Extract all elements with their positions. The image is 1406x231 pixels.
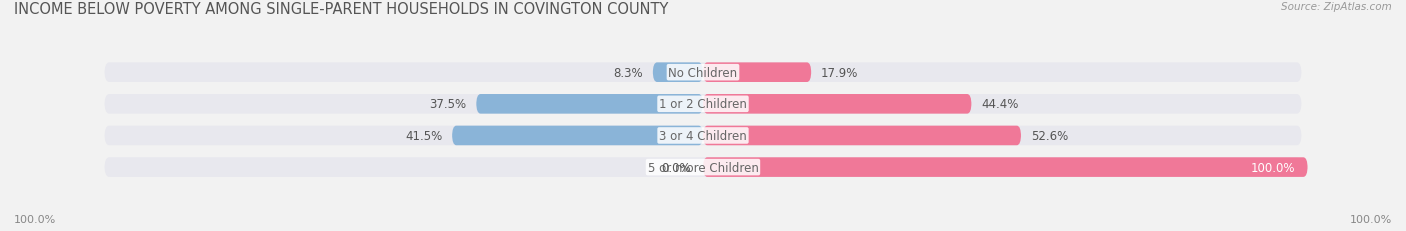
FancyBboxPatch shape <box>453 126 703 146</box>
FancyBboxPatch shape <box>104 158 1302 177</box>
Text: 8.3%: 8.3% <box>613 66 643 79</box>
Text: 52.6%: 52.6% <box>1031 129 1069 142</box>
FancyBboxPatch shape <box>703 158 1308 177</box>
FancyBboxPatch shape <box>652 63 703 83</box>
FancyBboxPatch shape <box>477 95 703 114</box>
Text: 3 or 4 Children: 3 or 4 Children <box>659 129 747 142</box>
FancyBboxPatch shape <box>703 95 972 114</box>
Text: 100.0%: 100.0% <box>14 214 56 224</box>
FancyBboxPatch shape <box>104 63 1302 83</box>
Text: 1 or 2 Children: 1 or 2 Children <box>659 98 747 111</box>
Text: 41.5%: 41.5% <box>405 129 443 142</box>
Text: 100.0%: 100.0% <box>1251 161 1295 174</box>
Text: 5 or more Children: 5 or more Children <box>648 161 758 174</box>
Text: 37.5%: 37.5% <box>429 98 467 111</box>
Text: 0.0%: 0.0% <box>661 161 690 174</box>
Text: No Children: No Children <box>668 66 738 79</box>
Text: 100.0%: 100.0% <box>1350 214 1392 224</box>
Text: 17.9%: 17.9% <box>821 66 858 79</box>
FancyBboxPatch shape <box>104 126 1302 146</box>
FancyBboxPatch shape <box>703 126 1021 146</box>
FancyBboxPatch shape <box>104 95 1302 114</box>
Text: INCOME BELOW POVERTY AMONG SINGLE-PARENT HOUSEHOLDS IN COVINGTON COUNTY: INCOME BELOW POVERTY AMONG SINGLE-PARENT… <box>14 2 668 17</box>
FancyBboxPatch shape <box>703 63 811 83</box>
Text: Source: ZipAtlas.com: Source: ZipAtlas.com <box>1281 2 1392 12</box>
Text: 44.4%: 44.4% <box>981 98 1018 111</box>
